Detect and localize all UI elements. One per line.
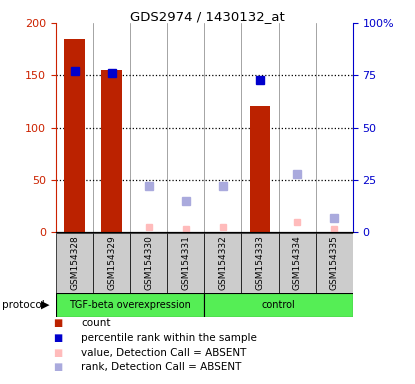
Bar (93, 233, 130, 294)
Text: TGF-beta overexpression: TGF-beta overexpression (69, 300, 191, 310)
Text: GSM154330: GSM154330 (144, 235, 153, 290)
Text: value, Detection Call = ABSENT: value, Detection Call = ABSENT (81, 348, 246, 358)
Text: protocol: protocol (2, 300, 45, 310)
Text: GSM154334: GSM154334 (293, 235, 302, 290)
Text: count: count (81, 318, 110, 328)
Text: GSM154335: GSM154335 (330, 235, 339, 290)
Text: percentile rank within the sample: percentile rank within the sample (81, 333, 257, 343)
Text: rank, Detection Call = ABSENT: rank, Detection Call = ABSENT (81, 362, 241, 372)
Text: control: control (262, 300, 295, 310)
Bar (250, 106, 270, 232)
Text: GSM154328: GSM154328 (70, 235, 79, 290)
Text: GSM154331: GSM154331 (181, 235, 190, 290)
Bar (167, 233, 205, 294)
Text: GSM154333: GSM154333 (256, 235, 264, 290)
Text: GDS2974 / 1430132_at: GDS2974 / 1430132_at (130, 10, 285, 23)
Bar (101, 70, 122, 232)
Bar (56, 233, 93, 294)
Bar (64, 39, 85, 232)
Text: ▶: ▶ (41, 300, 49, 310)
Text: ■: ■ (54, 333, 63, 343)
Bar (56, 293, 204, 317)
Text: GSM154332: GSM154332 (218, 235, 227, 290)
Bar (204, 293, 353, 317)
Bar (204, 233, 242, 294)
Text: ■: ■ (54, 362, 63, 372)
Text: GSM154329: GSM154329 (107, 235, 116, 290)
Text: ■: ■ (54, 348, 63, 358)
Bar (316, 233, 353, 294)
Bar (278, 233, 316, 294)
Text: ■: ■ (54, 318, 63, 328)
Bar (130, 233, 167, 294)
Bar (242, 233, 278, 294)
